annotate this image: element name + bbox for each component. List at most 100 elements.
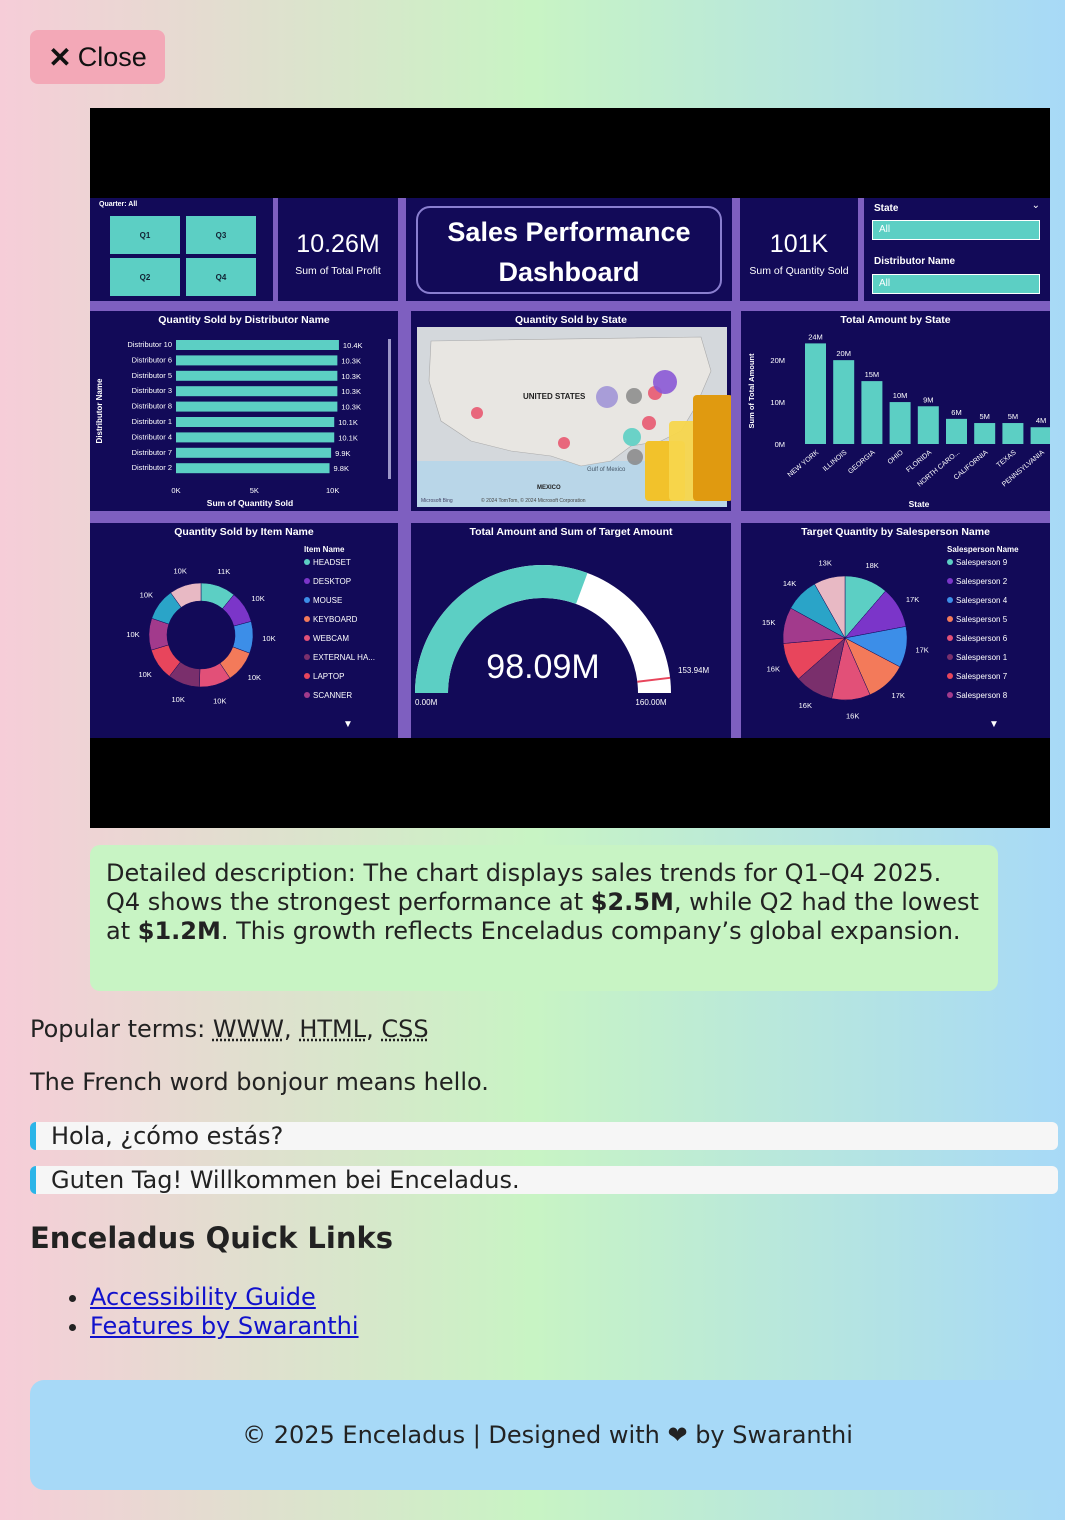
state-slicer[interactable]: All bbox=[872, 220, 1040, 240]
chart-title: Total Amount and Sum of Target Amount bbox=[469, 526, 673, 538]
y-tick-label: 10M bbox=[770, 398, 785, 407]
legend-marker bbox=[304, 597, 310, 603]
slice bbox=[814, 575, 846, 639]
state-bar bbox=[861, 381, 883, 444]
bar-data-label: 10.3K bbox=[341, 356, 361, 365]
legend-marker bbox=[304, 616, 310, 622]
bar-data-label: 10.3K bbox=[341, 403, 361, 412]
slice-label: 10K bbox=[174, 566, 187, 575]
bar-data-label: 10.1K bbox=[338, 418, 358, 427]
legend-marker bbox=[304, 559, 310, 565]
bar-category-label: Distributor 8 bbox=[132, 402, 172, 411]
y-tick-label: 20M bbox=[770, 356, 785, 365]
legend-entry: Salesperson 7 bbox=[956, 672, 1008, 681]
accessibility-guide-link[interactable]: Accessibility Guide bbox=[90, 1283, 316, 1311]
quick-links-title: Enceladus Quick Links bbox=[30, 1221, 394, 1255]
legend-entry: EXTERNAL HA... bbox=[313, 653, 375, 662]
chart-title: Target Quantity by Salesperson Name bbox=[801, 526, 990, 538]
term-abbr[interactable]: WWW bbox=[212, 1015, 285, 1043]
legend-marker bbox=[947, 692, 953, 698]
title-line-2: Dashboard bbox=[498, 257, 640, 287]
salesperson-pie-chart: 18K 17K 17K 17K 16K 16K 16K 15K 14K 13K Salesperso… bbox=[762, 545, 1019, 721]
distributor-bar bbox=[176, 401, 338, 412]
legend-entry: Salesperson 8 bbox=[956, 691, 1008, 700]
x-tick-label: 5K bbox=[250, 486, 259, 495]
bar-data-label: 20M bbox=[836, 349, 851, 358]
bar-data-label: 15M bbox=[865, 370, 880, 379]
bar-data-label: 4M bbox=[1036, 416, 1046, 425]
legend-marker bbox=[304, 578, 310, 584]
gauge-panel: Total Amount and Sum of Target Amount 98… bbox=[411, 523, 731, 738]
y-tick-label: 0M bbox=[775, 440, 785, 449]
dashboard-video[interactable]: Quarter: All Q1 Q3 Q2 Q4 10.26M Sum of T… bbox=[90, 108, 1050, 828]
kpi-value: 10.26M bbox=[296, 230, 380, 258]
gauge-value-label: 98.09M bbox=[486, 648, 599, 686]
scrollbar bbox=[388, 339, 391, 479]
x-tick-label: 0K bbox=[171, 486, 180, 495]
legend-entry: MOUSE bbox=[313, 596, 342, 605]
state-map: UNITED STATES Gulf of Mexico MEXICO © 20… bbox=[417, 327, 731, 507]
state-bar bbox=[946, 418, 967, 444]
chevron-down-icon: ⌄ bbox=[1031, 200, 1040, 211]
description-bold-value: $2.5M bbox=[590, 888, 674, 916]
legend-marker bbox=[947, 654, 953, 660]
state-bar-chart: 0M 10M 20M 24M NEW YORK 20M ILLINOIS 15M GEORGIA… bbox=[747, 332, 1050, 509]
legend-marker bbox=[947, 616, 953, 622]
legend-entry: Salesperson 9 bbox=[956, 558, 1008, 567]
quote-german: Guten Tag! Willkommen bei Enceladus. bbox=[30, 1166, 1058, 1194]
slice-label: 10K bbox=[262, 634, 275, 643]
caret-down-icon[interactable]: ▼ bbox=[989, 719, 999, 730]
chart-title: Quantity Sold by State bbox=[514, 314, 627, 326]
state-bar bbox=[1002, 423, 1024, 444]
bar-data-label: 10.1K bbox=[338, 433, 358, 442]
legend-entry: WEBCAM bbox=[313, 634, 349, 643]
term-abbr[interactable]: HTML bbox=[299, 1015, 367, 1043]
distributor-bar bbox=[176, 355, 338, 366]
legend-marker bbox=[304, 635, 310, 641]
state-bar bbox=[833, 360, 855, 444]
powerbi-logo bbox=[693, 395, 731, 501]
chart-title: Quantity Sold by Distributor Name bbox=[158, 314, 330, 326]
bar-data-label: 5M bbox=[1008, 412, 1018, 421]
legend-entry: Salesperson 4 bbox=[956, 596, 1008, 605]
distributor-bar bbox=[176, 417, 335, 427]
bar-data-label: 10.4K bbox=[343, 341, 363, 350]
quarter-q3[interactable]: Q3 bbox=[186, 216, 256, 254]
quote-spanish: Hola, ¿cómo estás? bbox=[30, 1122, 1058, 1150]
close-button[interactable]: ✕ Close bbox=[30, 30, 165, 84]
gauge-target-marker bbox=[637, 676, 671, 683]
legend-marker bbox=[947, 635, 953, 641]
item-donut-panel: Quantity Sold by Item Name 11K 10K 10K 10K 1… bbox=[90, 523, 398, 738]
filters-panel: State ⌄ All Distributor Name All bbox=[864, 198, 1050, 301]
popular-terms: Popular terms: WWW, HTML, CSS bbox=[30, 1015, 429, 1043]
caret-down-icon[interactable]: ▼ bbox=[343, 719, 353, 730]
close-label: Close bbox=[77, 41, 147, 72]
salesperson-pie-panel: Target Quantity by Salesperson Name 18K 1… bbox=[741, 523, 1050, 738]
quarter-q4[interactable]: Q4 bbox=[186, 258, 256, 296]
legend-entry: DESKTOP bbox=[313, 577, 351, 586]
distributor-slicer[interactable]: All bbox=[872, 274, 1040, 294]
legend-title: Salesperson Name bbox=[947, 545, 1019, 554]
term-abbr[interactable]: CSS bbox=[381, 1015, 429, 1043]
slice bbox=[170, 582, 202, 608]
title-line-1: Sales Performance bbox=[447, 217, 691, 247]
list-item: Features by Swaranthi bbox=[90, 1312, 359, 1341]
gauge-target-label: 153.94M bbox=[678, 666, 709, 675]
x-tick-label: NEW YORK bbox=[787, 449, 821, 479]
distributor-slicer-value: All bbox=[879, 278, 891, 289]
legend-entry: Salesperson 2 bbox=[956, 577, 1008, 586]
quarter-q1[interactable]: Q1 bbox=[110, 216, 180, 254]
chart-title: Quantity Sold by Item Name bbox=[174, 526, 314, 538]
slice-label: 10K bbox=[251, 594, 264, 603]
y-axis-label: Distributor Name bbox=[95, 378, 104, 443]
features-link[interactable]: Features by Swaranthi bbox=[90, 1312, 359, 1340]
map-attribution: © 2024 TomTom, © 2024 Microsoft Corporat… bbox=[481, 497, 586, 504]
quarter-q2[interactable]: Q2 bbox=[110, 258, 180, 296]
x-axis-label: Sum of Quantity Sold bbox=[207, 498, 293, 508]
state-slicer-value: All bbox=[879, 224, 891, 235]
slice-label: 17K bbox=[906, 595, 919, 604]
state-bar bbox=[974, 423, 996, 444]
gauge-min-label: 0.00M bbox=[415, 698, 438, 707]
state-amount-panel: Total Amount by State 0M 10M 20M 24M NEW YOR… bbox=[741, 311, 1050, 511]
map-bubble bbox=[653, 370, 677, 394]
